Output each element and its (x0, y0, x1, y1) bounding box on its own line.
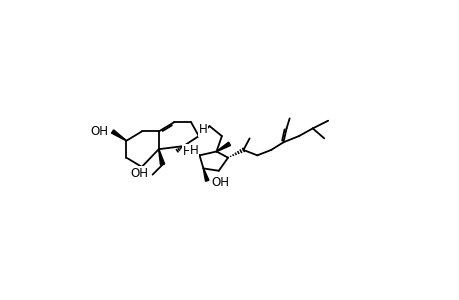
Polygon shape (216, 142, 230, 152)
Text: OH: OH (90, 125, 108, 138)
Text: OH: OH (211, 176, 229, 189)
Text: H: H (190, 144, 198, 157)
Text: H: H (199, 123, 207, 136)
Polygon shape (203, 168, 208, 181)
Text: H: H (183, 145, 191, 158)
Polygon shape (158, 149, 164, 165)
Polygon shape (111, 130, 126, 141)
Text: OH: OH (130, 167, 148, 180)
